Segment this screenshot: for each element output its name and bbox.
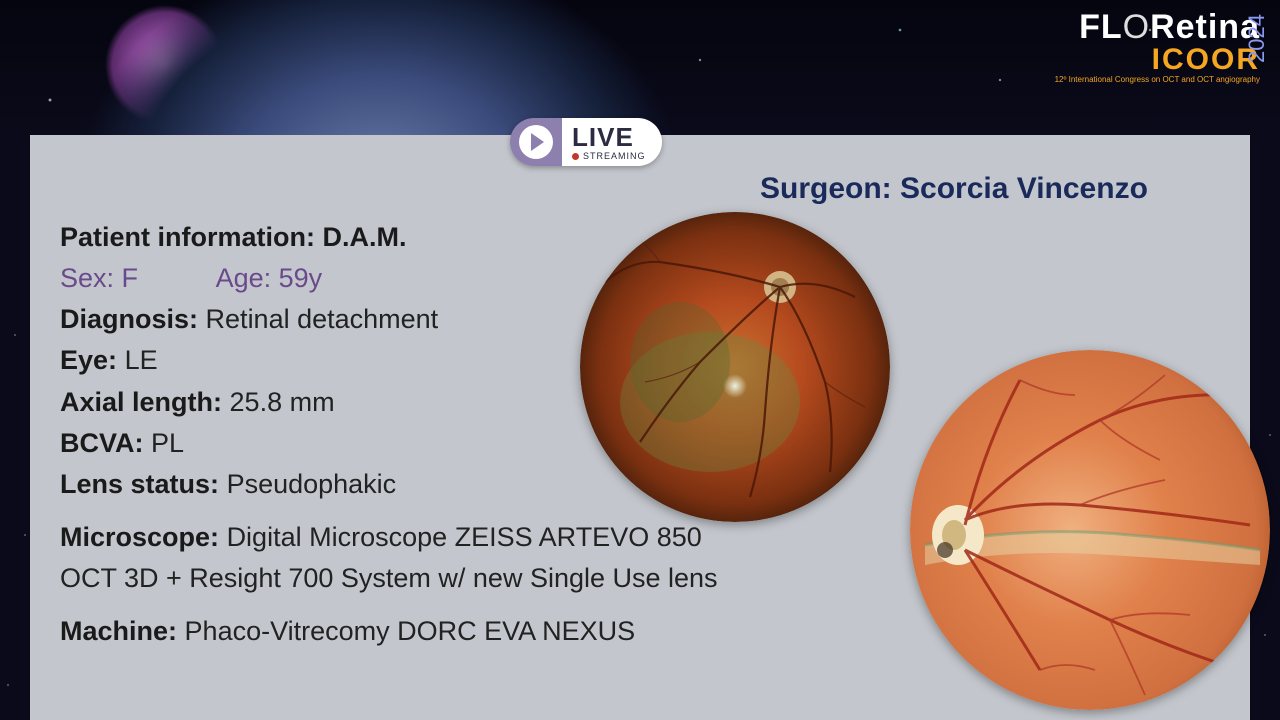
microscope-label: Microscope: [60, 522, 219, 552]
live-text-block: LIVE STREAMING [562, 118, 662, 166]
machine-label: Machine: [60, 616, 177, 646]
live-play-bg [510, 118, 562, 166]
sex-label: Sex: [60, 263, 114, 293]
live-dot-icon [572, 153, 579, 160]
play-icon [519, 125, 553, 159]
lens-label: Lens status: [60, 469, 219, 499]
axial-value: 25.8 mm [230, 387, 335, 417]
patient-header-label: Patient information: [60, 222, 315, 252]
sex-value: F [122, 263, 139, 293]
bcva-label: BCVA: [60, 428, 144, 458]
logo-tagline: 12º International Congress on OCT and OC… [1055, 75, 1260, 84]
surgeon-name: Scorcia Vincenzo [900, 172, 1148, 205]
bcva-value: PL [151, 428, 184, 458]
logo-year: 2024 [1244, 14, 1270, 63]
eye-label: Eye: [60, 345, 117, 375]
diagnosis-value: Retinal detachment [206, 304, 439, 334]
age-value: 59y [279, 263, 323, 293]
event-logo: FLORetina ICOOR 12º International Congre… [1055, 8, 1260, 84]
fundus-image-2 [910, 350, 1270, 710]
microscope-line2: OCT 3D + Resight 700 System w/ new Singl… [60, 563, 718, 593]
age-label: Age: [216, 263, 272, 293]
logo-prefix: FL [1079, 8, 1123, 46]
surgeon-label: Surgeon: [760, 172, 892, 205]
live-label: LIVE [572, 124, 646, 150]
logo-subbrand: ICOOR [1055, 43, 1260, 77]
logo-mid: O [1123, 8, 1150, 46]
live-sublabel: STREAMING [583, 152, 646, 161]
eye-value: LE [125, 345, 158, 375]
microscope-line1: Digital Microscope ZEISS ARTEVO 850 [227, 522, 702, 552]
surgeon-line: Surgeon: Scorcia Vincenzo [760, 172, 1148, 206]
patient-initials: D.A.M. [323, 222, 407, 252]
machine-value: Phaco-Vitrecomy DORC EVA NEXUS [185, 616, 636, 646]
axial-label: Axial length: [60, 387, 222, 417]
lens-value: Pseudophakic [227, 469, 397, 499]
diagnosis-label: Diagnosis: [60, 304, 198, 334]
patient-info-block: Patient information: D.A.M. Sex: F Age: … [60, 218, 880, 653]
live-streaming-badge: LIVE STREAMING [510, 118, 662, 166]
